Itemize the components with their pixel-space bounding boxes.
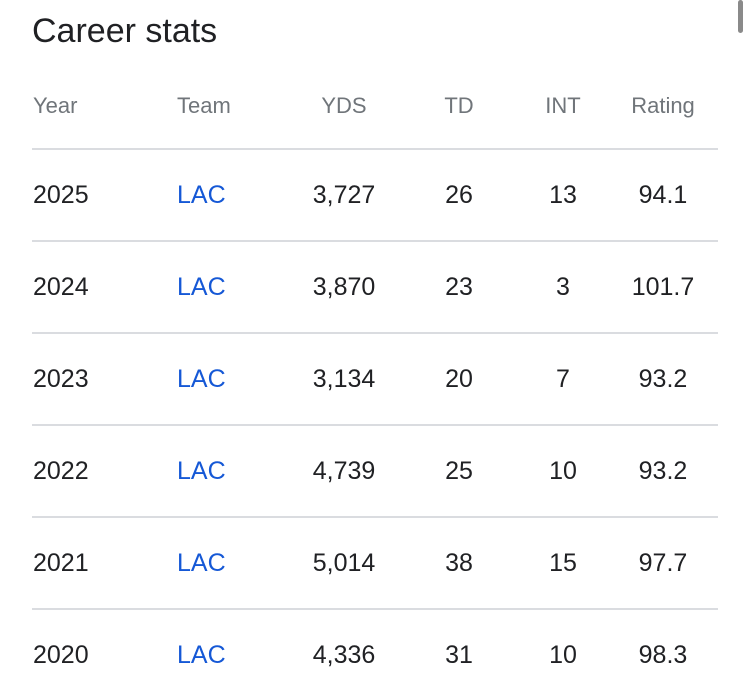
scrollbar[interactable] [738,0,743,33]
cell-year: 2022 [32,425,176,518]
cell-rating: 98.3 [638,640,688,669]
team-link[interactable]: LAC [176,241,288,334]
cell-td: 26 [400,149,518,242]
cell-yds: 3,727 [288,149,400,242]
cell-rating: 93.2 [608,425,718,518]
team-link[interactable]: LAC [176,149,288,242]
cell-year: 2023 [32,333,176,426]
cell-yds: 4,739 [288,425,400,518]
cell-year: 2020 [33,640,89,669]
table-row: 2020 LAC 4,336 31 10 98.3 [32,609,718,700]
cell-int: 10 [549,640,577,669]
section-title: Career stats [32,12,218,50]
cell-int: 15 [518,517,608,610]
cell-int: 10 [518,425,608,518]
team-link[interactable]: LAC [176,333,288,426]
col-header-year: Year [32,64,176,150]
cell-int: 13 [518,149,608,242]
col-header-rating: Rating [608,64,718,150]
team-link[interactable]: LAC [176,517,288,610]
team-link[interactable]: LAC [176,425,288,518]
cell-td: 25 [400,425,518,518]
career-stats-table: Year Team YDS TD INT Rating 2025 LAC 3,727… [32,64,718,700]
col-header-team: Team [176,64,288,150]
team-link[interactable]: LAC [177,640,226,669]
cell-rating: 93.2 [608,333,718,426]
cell-year: 2024 [32,241,176,334]
cell-yds: 3,134 [288,333,400,426]
cell-td: 23 [400,241,518,334]
cell-rating: 94.1 [608,149,718,242]
cell-yds: 3,870 [288,241,400,334]
table-row: 2022 LAC 4,739 25 10 93.2 [32,425,718,518]
table-row: 2024 LAC 3,870 23 3 101.7 [32,241,718,334]
cell-yds: 5,014 [288,517,400,610]
cell-rating: 97.7 [608,517,718,610]
cell-year: 2021 [32,517,176,610]
table-row: 2023 LAC 3,134 20 7 93.2 [32,333,718,426]
cell-year: 2025 [32,149,176,242]
cell-td: 31 [445,640,473,669]
cell-rating: 101.7 [608,241,718,334]
cell-yds: 4,336 [312,640,376,669]
cell-int: 7 [518,333,608,426]
table-row: 2025 LAC 3,727 26 13 94.1 [32,149,718,242]
col-header-yds: YDS [288,64,400,150]
cell-td: 20 [400,333,518,426]
header-row: Year Team YDS TD INT Rating [32,64,718,150]
cell-td: 38 [400,517,518,610]
col-header-int: INT [518,64,608,150]
table-row: 2021 LAC 5,014 38 15 97.7 [32,517,718,610]
col-header-td: TD [400,64,518,150]
cell-int: 3 [518,241,608,334]
